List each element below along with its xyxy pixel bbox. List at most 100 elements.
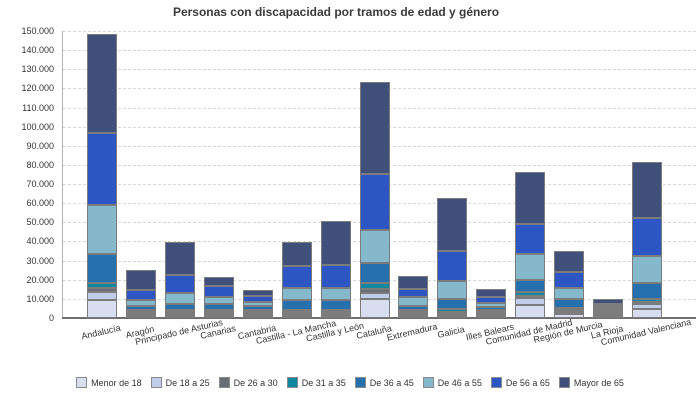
bar-segment — [164, 304, 195, 310]
legend-label: De 26 a 30 — [233, 377, 278, 388]
legend-swatch — [218, 377, 230, 388]
legend-swatch — [150, 377, 162, 388]
legend-swatch — [490, 377, 502, 388]
plot-area — [62, 31, 696, 318]
bar-segment — [359, 81, 390, 175]
bar-segment — [87, 205, 117, 255]
legend-swatch — [422, 377, 434, 388]
bar-segment — [203, 316, 234, 318]
stacked-bar — [87, 33, 117, 318]
stacked-bar — [242, 289, 273, 318]
bar-segment — [554, 310, 585, 313]
stacked-bar — [515, 172, 546, 318]
legend: Menor de 18 De 18 a 25 De 26 a 30 De 31 a 3… — [0, 377, 700, 388]
stacked-bar — [125, 269, 156, 318]
bar-segment — [281, 300, 312, 310]
y-axis-tick-label: 20.000 — [26, 274, 54, 285]
bar-segment — [593, 310, 624, 312]
legend-label: De 36 a 45 — [369, 377, 414, 388]
bar-segment — [437, 298, 468, 310]
legend-label: De 31 a 35 — [301, 377, 346, 388]
bar-segment — [164, 314, 195, 316]
bar-segment — [593, 312, 624, 314]
bar-segment — [281, 309, 312, 312]
legend-item: De 36 a 45 — [354, 377, 414, 388]
bar-segment — [398, 288, 429, 298]
bar-segment — [242, 289, 273, 297]
y-axis-tick-label: 40.000 — [26, 236, 54, 247]
bar-segment — [164, 309, 195, 312]
bar-segment — [320, 309, 351, 312]
bar-segment — [320, 313, 351, 316]
stacked-bar — [476, 289, 507, 318]
bar-segment — [593, 308, 624, 310]
stacked-bar — [593, 299, 624, 318]
legend-label: De 46 a 55 — [437, 377, 482, 388]
bar-segment — [554, 287, 585, 300]
bar-segment — [398, 297, 429, 306]
bar-segment — [125, 314, 156, 316]
bar-segment — [125, 309, 156, 312]
bar-segment — [203, 277, 234, 287]
bar-segment — [242, 296, 273, 303]
bar-segment — [203, 309, 234, 312]
stacked-bar — [320, 221, 351, 318]
bar-segment — [515, 297, 546, 305]
bar-segment — [320, 311, 351, 314]
bar-segment — [476, 309, 507, 312]
bar-segment — [632, 162, 663, 219]
legend-item: De 26 a 30 — [218, 377, 278, 388]
bar-segment — [554, 272, 585, 288]
bar-segment — [398, 305, 429, 310]
bar-segment — [164, 242, 195, 275]
bar-segment — [554, 314, 585, 318]
legend-item: De 56 a 65 — [490, 377, 550, 388]
legend-label: De 56 a 65 — [505, 377, 550, 388]
bar-segment — [632, 218, 663, 256]
stacked-bar — [164, 242, 195, 318]
stacked-bar — [554, 250, 585, 318]
bar-segment — [632, 304, 663, 310]
bar-segment — [437, 313, 468, 316]
y-axis-tick-label: 130.000 — [21, 64, 54, 75]
bar-segment — [515, 304, 546, 318]
bar-segment — [515, 292, 546, 296]
bar-segment — [476, 313, 507, 316]
bar-segment — [125, 306, 156, 310]
bar-segment — [87, 254, 117, 284]
gridline — [63, 31, 696, 32]
legend-item: De 31 a 35 — [286, 377, 346, 388]
y-axis-tick-label: 10.000 — [26, 293, 54, 304]
bar-segment — [632, 301, 663, 305]
bar-segment — [359, 293, 390, 300]
y-axis-tick-label: 30.000 — [26, 255, 54, 266]
bar-segment — [87, 132, 117, 206]
bar-segment — [476, 296, 507, 303]
gridline — [63, 69, 696, 71]
bar-segment — [203, 314, 234, 316]
bar-segment — [476, 315, 507, 318]
bar-segment — [125, 289, 156, 300]
bar-segment — [281, 266, 312, 289]
bar-segment — [476, 311, 507, 314]
bar-segment — [593, 303, 624, 306]
legend-item: Menor de 18 — [76, 377, 142, 388]
bar-segment — [515, 280, 546, 293]
legend-swatch — [76, 377, 88, 388]
bar-segment — [554, 308, 585, 311]
bar-segment — [437, 250, 468, 282]
bar-segment — [593, 299, 624, 304]
bar-segment — [281, 242, 312, 267]
bar-segment — [125, 299, 156, 307]
bar-segment — [437, 309, 468, 312]
y-axis-tick-label: 100.000 — [21, 121, 54, 132]
y-axis-tick-label: 150.000 — [21, 26, 54, 36]
bar-segment — [359, 289, 390, 294]
bar-segment — [476, 302, 507, 307]
y-axis-tick-label: 140.000 — [21, 45, 54, 56]
bar-segment — [242, 314, 273, 316]
stacked-bar — [632, 162, 663, 318]
bar-segment — [632, 309, 663, 318]
y-axis-tick-label: 50.000 — [26, 217, 54, 228]
bar-segment — [515, 295, 546, 298]
